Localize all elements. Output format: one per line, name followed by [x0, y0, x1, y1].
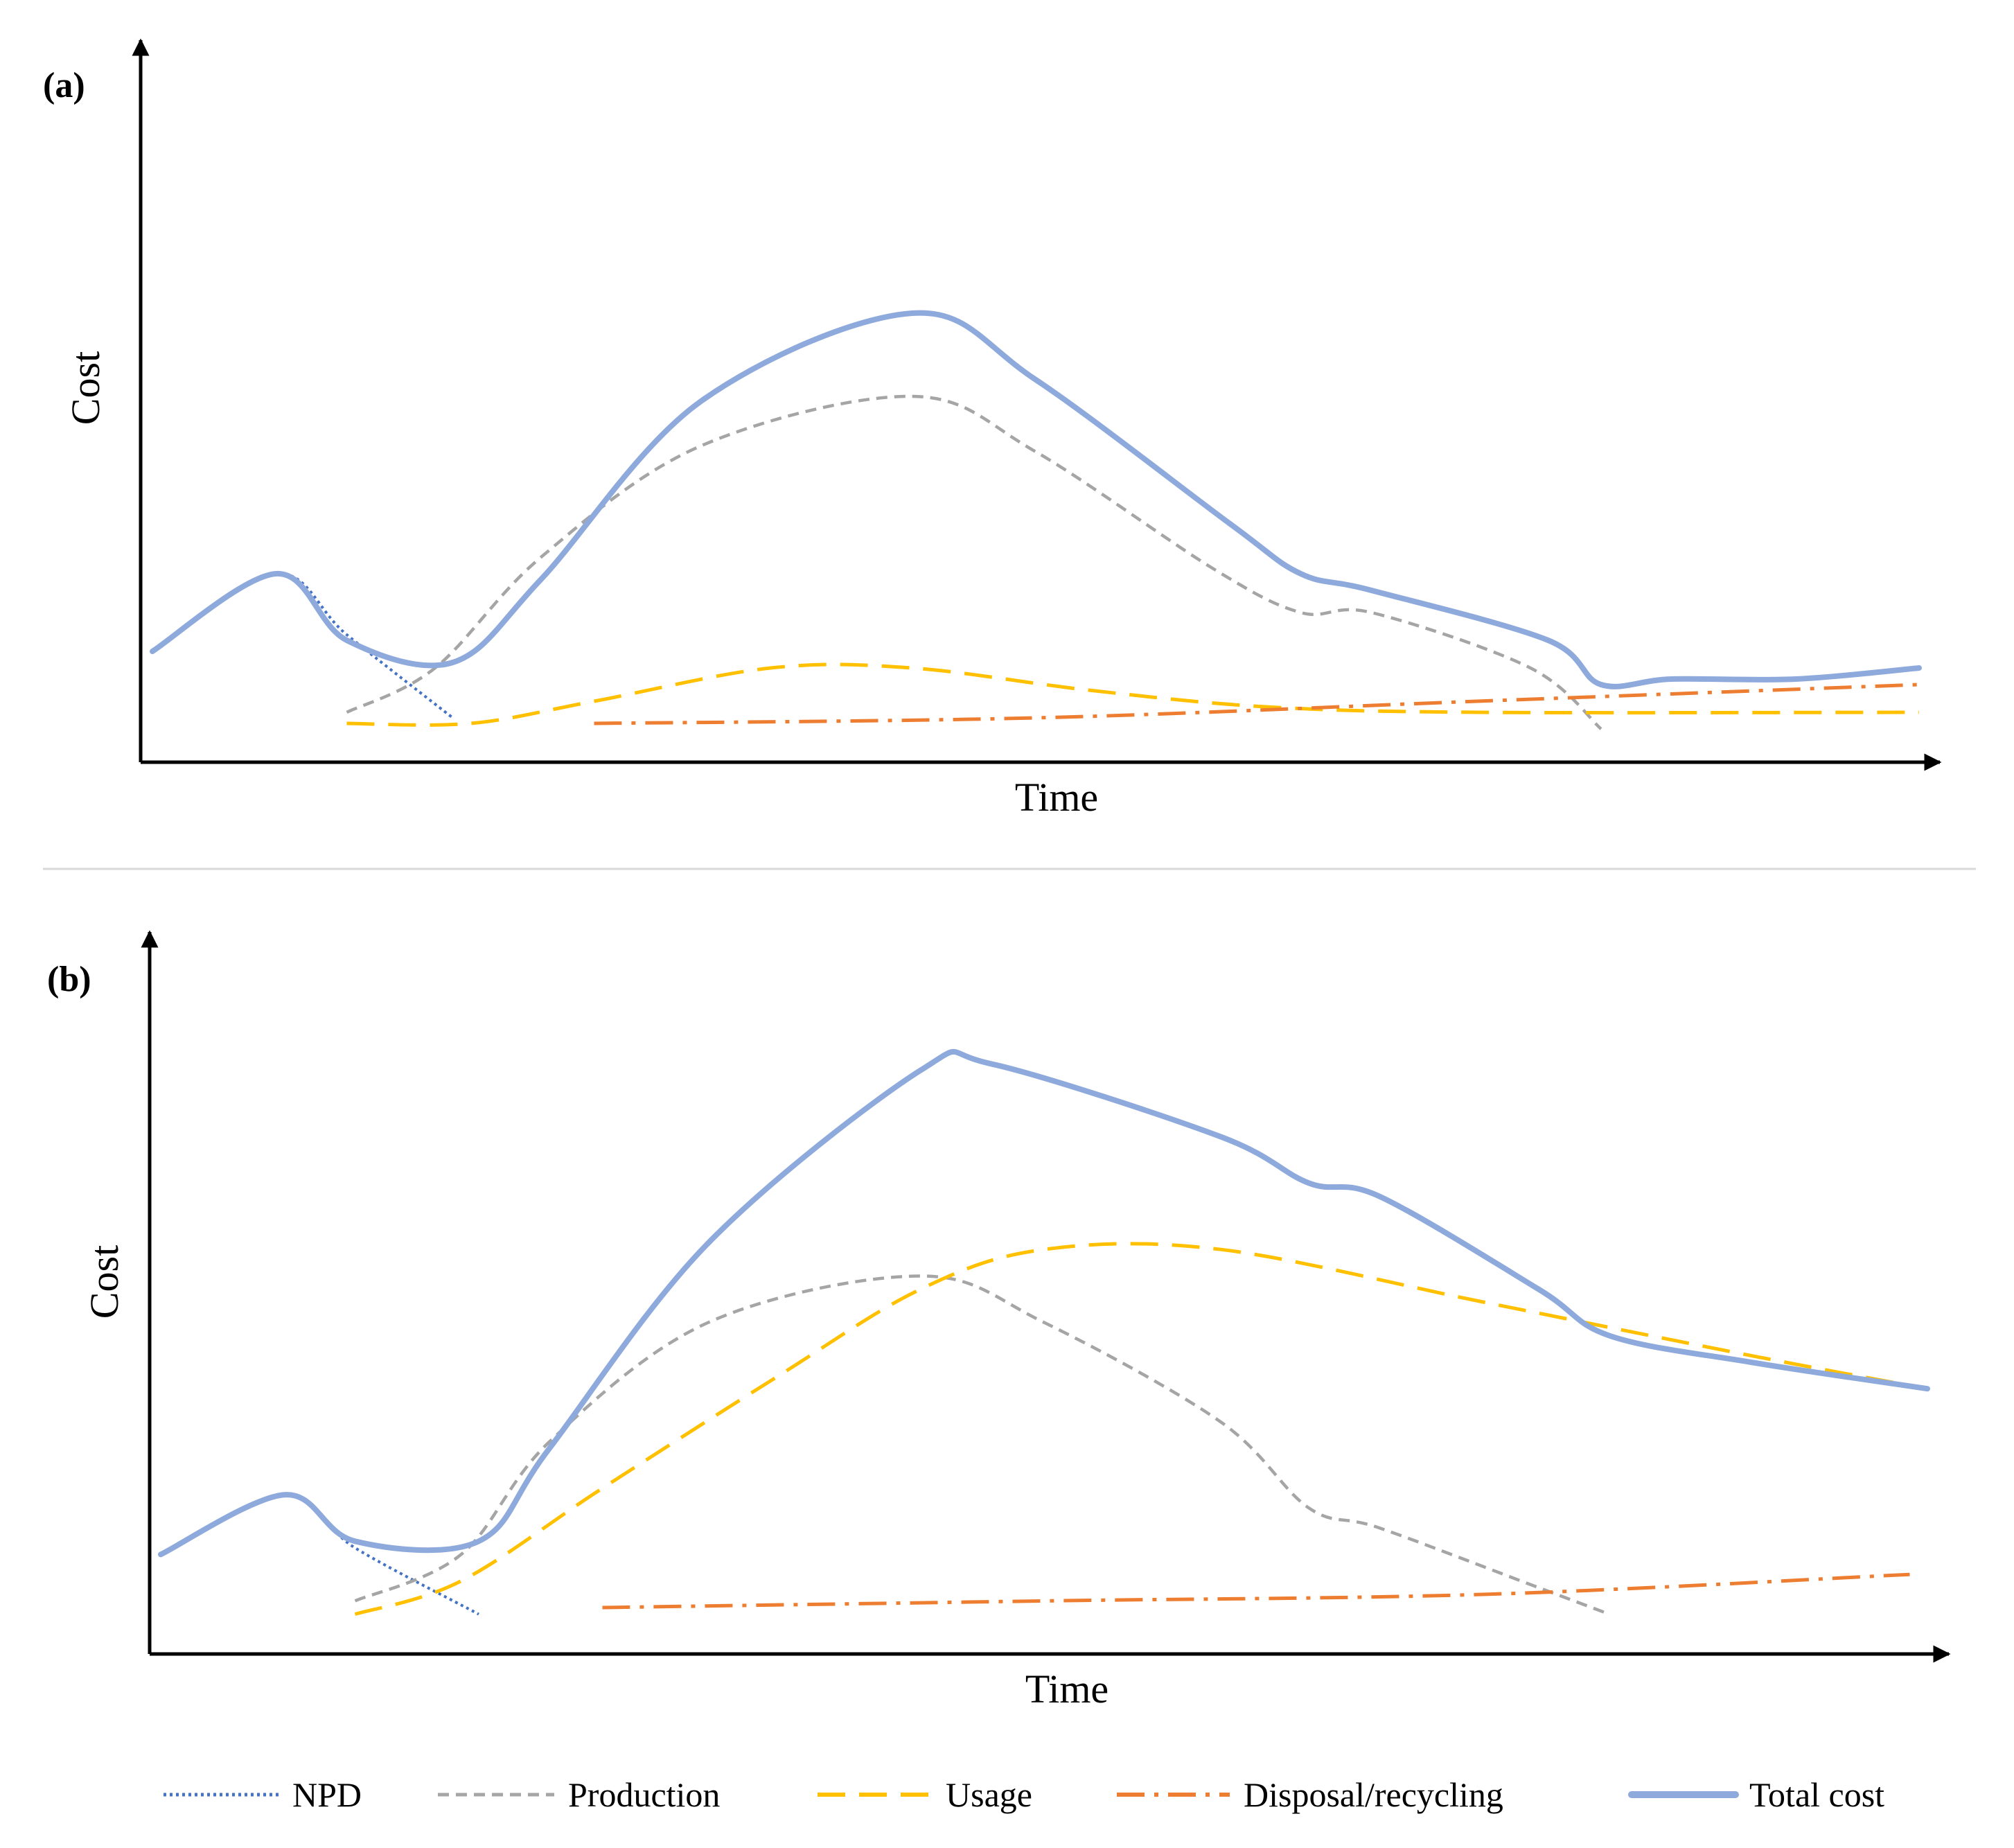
x-axis-label-a: Time — [1015, 775, 1098, 820]
legend-item-total: Total cost — [1628, 1775, 1884, 1814]
series-total-line-a — [150, 310, 1922, 689]
legend-label-npd: NPD — [292, 1775, 362, 1814]
series-layer-a — [150, 310, 1922, 730]
legend-label-production: Production — [568, 1775, 720, 1814]
series-production-line-a — [346, 394, 1602, 730]
legend-label-usage: Usage — [946, 1775, 1032, 1814]
chart-panel-b: (b) Cost Time — [47, 930, 1951, 1711]
panel-label-a: (a) — [43, 66, 85, 105]
series-disposal-line-b — [602, 1572, 1910, 1610]
x-axis-label-b: Time — [1025, 1666, 1108, 1711]
series-total-line-b — [158, 1048, 1930, 1558]
y-axis-label-b: Cost — [82, 1245, 127, 1319]
series-disposal-line-a — [594, 683, 1920, 725]
legend-item-production: Production — [438, 1775, 720, 1814]
series-layer-b — [158, 1048, 1930, 1616]
series-npd-line-a — [151, 572, 454, 719]
panel-label-b: (b) — [47, 960, 91, 999]
series-production-line-b — [354, 1274, 1610, 1616]
chart-panel-a: (a) Cost Time — [43, 38, 1942, 820]
legend-label-disposal: Disposal/recycling — [1244, 1775, 1503, 1814]
legend-item-npd: NPD — [164, 1775, 362, 1814]
y-axis-label-a: Cost — [63, 351, 108, 425]
legend-item-disposal: Disposal/recycling — [1117, 1775, 1503, 1814]
legend: NPD Production Usage Disposal/recycling … — [164, 1775, 1884, 1814]
legend-label-total: Total cost — [1749, 1775, 1884, 1814]
legend-item-usage: Usage — [818, 1775, 1032, 1814]
series-usage-line-b — [354, 1242, 1928, 1616]
